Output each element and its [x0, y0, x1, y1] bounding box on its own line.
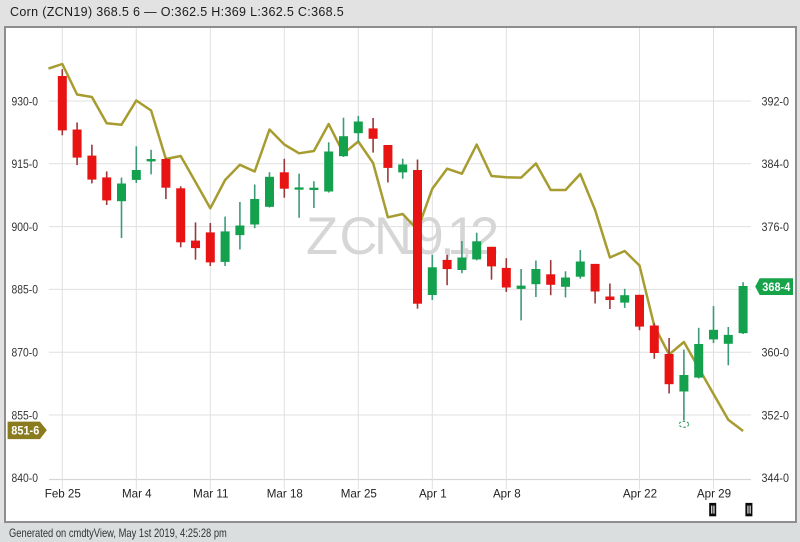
svg-text:360-0: 360-0	[762, 346, 790, 360]
svg-text:376-0: 376-0	[762, 220, 790, 234]
svg-text:ZCN19,1,2: ZCN19,1,2	[306, 207, 499, 266]
svg-text:Feb 25: Feb 25	[45, 487, 81, 500]
svg-text:870-0: 870-0	[12, 346, 39, 360]
svg-text:855-0: 855-0	[12, 408, 39, 422]
svg-text:Apr 29: Apr 29	[697, 487, 731, 500]
svg-text:344-0: 344-0	[762, 471, 790, 485]
svg-text:352-0: 352-0	[762, 408, 790, 422]
svg-text:851-6: 851-6	[11, 424, 39, 438]
svg-text:885-0: 885-0	[12, 283, 39, 297]
svg-text:Mar 4: Mar 4	[122, 487, 152, 500]
svg-text:Mar 18: Mar 18	[267, 487, 303, 500]
svg-text:368-4: 368-4	[762, 280, 790, 294]
svg-text:915-0: 915-0	[12, 157, 39, 171]
svg-text:Mar 25: Mar 25	[341, 487, 377, 500]
svg-text:900-0: 900-0	[12, 220, 39, 234]
svg-text:Apr 1: Apr 1	[419, 487, 447, 500]
svg-text:930-0: 930-0	[12, 94, 39, 108]
svg-text:392-0: 392-0	[762, 94, 790, 108]
svg-text:384-0: 384-0	[762, 157, 790, 171]
svg-text:Mar 11: Mar 11	[193, 487, 228, 500]
svg-text:Apr 8: Apr 8	[493, 487, 521, 500]
svg-text:Apr 22: Apr 22	[623, 487, 657, 500]
svg-text:840-0: 840-0	[12, 471, 39, 485]
